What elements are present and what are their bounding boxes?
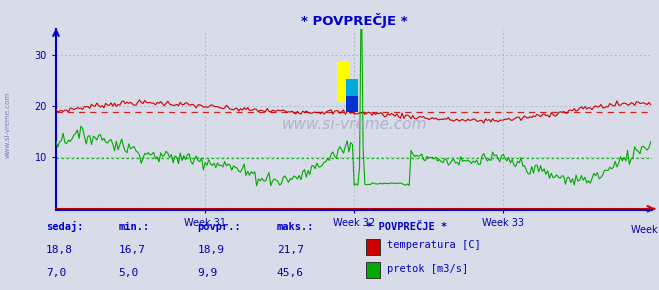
Text: maks.:: maks.: — [277, 222, 314, 232]
FancyBboxPatch shape — [347, 95, 358, 112]
Text: 45,6: 45,6 — [277, 269, 304, 278]
Text: * POVPREČJE *: * POVPREČJE * — [366, 222, 447, 232]
Text: 7,0: 7,0 — [46, 269, 67, 278]
Text: sedaj:: sedaj: — [46, 221, 84, 232]
Text: 18,8: 18,8 — [46, 245, 73, 255]
Text: Week 34: Week 34 — [631, 225, 659, 235]
FancyBboxPatch shape — [347, 79, 358, 112]
Text: min.:: min.: — [119, 222, 150, 232]
Text: 21,7: 21,7 — [277, 245, 304, 255]
Text: pretok [m3/s]: pretok [m3/s] — [387, 264, 468, 274]
Text: 9,9: 9,9 — [198, 269, 218, 278]
Text: temperatura [C]: temperatura [C] — [387, 240, 480, 250]
Text: www.si-vreme.com: www.si-vreme.com — [5, 92, 11, 158]
Text: www.si-vreme.com: www.si-vreme.com — [281, 117, 427, 132]
Text: 18,9: 18,9 — [198, 245, 225, 255]
Text: povpr.:: povpr.: — [198, 222, 241, 232]
Text: 5,0: 5,0 — [119, 269, 139, 278]
Title: * POVPREČJE *: * POVPREČJE * — [301, 13, 407, 28]
Text: 16,7: 16,7 — [119, 245, 146, 255]
FancyBboxPatch shape — [337, 61, 349, 101]
